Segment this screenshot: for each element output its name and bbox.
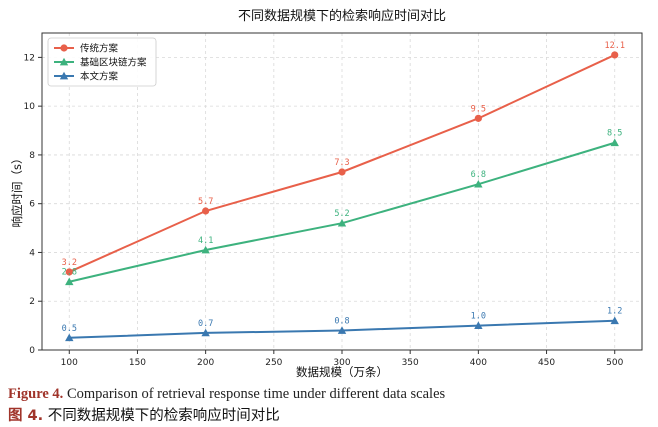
data-point [338,168,346,176]
caption-chinese-label: 图 4. [8,408,44,424]
legend-marker [59,57,69,66]
data-label: 4.1 [198,236,213,246]
x-tick-label: 500 [606,358,623,368]
caption-english: Figure 4. Comparison of retrieval respon… [8,386,445,403]
x-tick-label: 350 [402,358,419,368]
data-label: 3.2 [62,258,77,268]
x-axis-label: 数据规模（万条） [296,365,388,379]
data-label: 6.8 [471,170,486,180]
legend-label: 传统方案 [80,43,119,55]
legend-box [47,37,157,87]
x-tick-label: 100 [61,358,78,368]
series-0: 3.2 5.7 7.3 9.5 12.1 [62,41,625,276]
y-tick-label: 12 [24,53,35,63]
y-tick-label: 6 [29,200,35,210]
data-label: 9.5 [471,104,486,114]
data-point [202,207,210,215]
data-point [201,328,210,337]
data-label: 7.3 [334,158,349,168]
data-label: 1.0 [471,312,486,322]
caption-chinese: 图 4. 不同数据规模下的检索响应时间对比 [8,404,280,425]
y-tick-label: 10 [24,102,36,112]
chart-title: 不同数据规模下的检索响应时间对比 [238,8,446,24]
y-tick-label: 2 [29,297,35,307]
y-tick-label: 0 [29,346,35,356]
data-point [474,321,483,329]
x-tick-label: 300 [333,358,350,368]
y-axis-label: 响应时间（s） [10,153,24,228]
x-tick-label: 250 [265,358,282,368]
x-tick-label: 400 [470,358,487,368]
series-group: 3.2 5.7 7.3 9.5 12.1 2.8 4.1 5.2 6.8 8.5 0.5 0.7 0.8… [62,41,625,342]
legend-label: 本文方案 [80,71,119,83]
caption-english-text: Comparison of retrieval response time un… [66,386,446,402]
data-label: 0.5 [62,324,77,334]
legend-marker [59,71,69,80]
x-tick-label: 150 [129,358,146,368]
axis-ticks: 100 150 200 250 300 350 400 450 500 0 2 4 6 8 10 12 [24,53,624,368]
x-tick-label: 200 [197,358,214,368]
y-tick-label: 8 [29,151,35,161]
data-point [337,326,347,334]
caption-english-label: Figure 4. [8,386,64,402]
data-point [337,219,347,227]
x-tick-label: 450 [538,358,555,368]
data-label: 0.8 [334,316,349,326]
legend-item: 基础区块链方案 [54,57,147,69]
caption-chinese-text: 不同数据规模下的检索响应时间对比 [47,408,280,424]
data-label: 8.5 [607,129,622,139]
data-point [65,333,74,342]
series-1: 2.8 4.1 5.2 6.8 8.5 [62,129,622,286]
data-label: 1.2 [607,307,622,317]
line-chart: 不同数据规模下的检索响应时间对比 100 150 200 250 300 350 400 45… [10,8,643,379]
data-point [611,51,619,59]
data-point [474,179,483,188]
data-point [65,268,73,276]
data-label: 2.8 [62,268,77,278]
legend-item: 本文方案 [54,71,119,83]
data-point [610,316,619,325]
y-tick-label: 4 [29,248,35,258]
data-label: 0.7 [198,319,213,329]
legend-item: 传统方案 [54,43,119,55]
legend-marker [60,44,68,52]
data-label: 5.7 [198,197,213,207]
data-label: 12.1 [604,41,624,51]
data-point [474,114,482,122]
data-point [610,138,619,147]
data-point [201,245,210,254]
data-label: 5.2 [334,209,349,219]
legend-label: 基础区块链方案 [80,57,147,69]
data-point [65,277,74,286]
series-2: 0.5 0.7 0.8 1.0 1.2 [62,307,622,342]
